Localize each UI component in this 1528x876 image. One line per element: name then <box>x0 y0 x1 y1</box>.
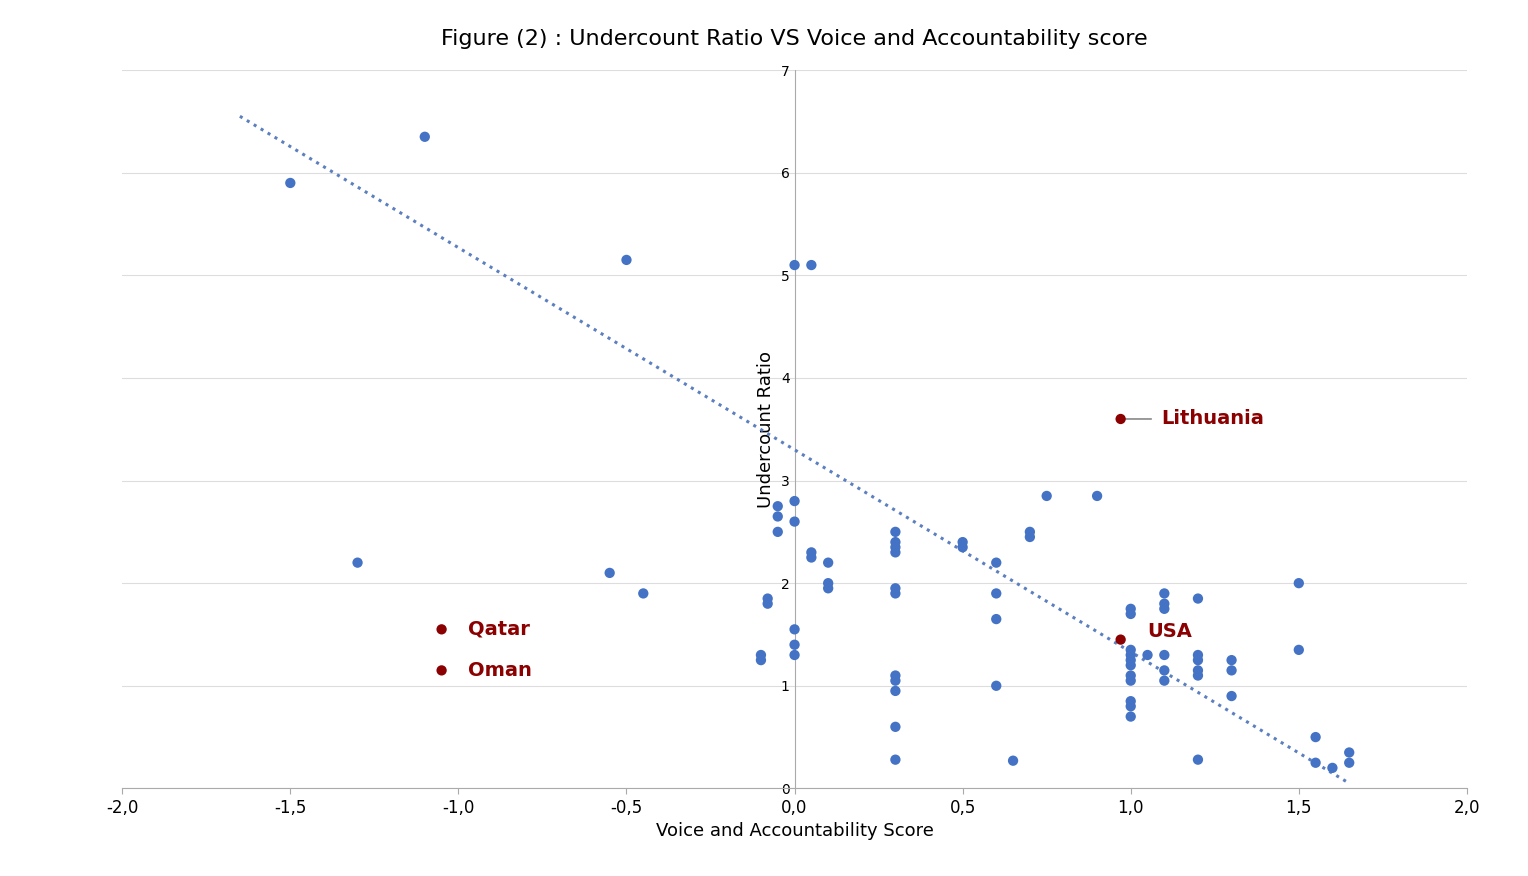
Point <box>755 591 779 605</box>
Point <box>883 752 908 766</box>
Point <box>429 663 454 677</box>
Point <box>1219 689 1244 703</box>
Point <box>1108 632 1132 646</box>
Point <box>1152 602 1177 616</box>
Point <box>1018 525 1042 539</box>
Point <box>1152 597 1177 611</box>
Point <box>782 638 807 652</box>
Y-axis label: Undercount Ratio: Undercount Ratio <box>758 350 775 508</box>
Text: USA: USA <box>1148 622 1192 641</box>
Point <box>345 555 370 569</box>
Point <box>631 586 656 600</box>
Point <box>984 555 1008 569</box>
Point <box>799 550 824 564</box>
Point <box>1118 602 1143 616</box>
Point <box>950 540 975 555</box>
Point <box>1320 761 1345 775</box>
Point <box>1186 663 1210 677</box>
Point <box>1118 607 1143 621</box>
Point <box>1219 663 1244 677</box>
Point <box>782 514 807 528</box>
Point <box>782 494 807 508</box>
Point <box>782 648 807 662</box>
Point <box>766 510 790 524</box>
Point <box>1118 710 1143 724</box>
Point <box>984 586 1008 600</box>
Point <box>1186 591 1210 605</box>
Point <box>1186 752 1210 766</box>
Point <box>1001 753 1025 767</box>
Point <box>1287 576 1311 590</box>
Point <box>883 586 908 600</box>
Point <box>1303 730 1328 744</box>
Point <box>1118 658 1143 672</box>
Point <box>883 535 908 549</box>
Point <box>1108 412 1132 426</box>
Point <box>1118 699 1143 713</box>
Point <box>1152 586 1177 600</box>
Point <box>883 674 908 688</box>
Point <box>614 253 639 267</box>
Point <box>1337 745 1361 759</box>
Point <box>799 258 824 272</box>
Point <box>816 555 840 569</box>
Point <box>1034 489 1059 503</box>
Point <box>1085 489 1109 503</box>
Point <box>429 622 454 636</box>
Point <box>984 679 1008 693</box>
Point <box>1287 643 1311 657</box>
Point <box>749 653 773 668</box>
Point <box>883 684 908 698</box>
Text: Lithuania: Lithuania <box>1120 409 1264 428</box>
Title: Figure (2) : Undercount Ratio VS Voice and Accountability score: Figure (2) : Undercount Ratio VS Voice a… <box>442 29 1148 49</box>
Point <box>1018 530 1042 544</box>
Point <box>799 546 824 560</box>
Point <box>950 535 975 549</box>
Point <box>1152 663 1177 677</box>
Point <box>984 612 1008 626</box>
Point <box>883 582 908 596</box>
Point <box>883 546 908 560</box>
Point <box>883 540 908 555</box>
Point <box>782 258 807 272</box>
Point <box>749 648 773 662</box>
Point <box>413 130 437 144</box>
Point <box>755 597 779 611</box>
Point <box>1118 674 1143 688</box>
Point <box>1337 756 1361 770</box>
Point <box>883 720 908 734</box>
Point <box>1186 668 1210 682</box>
Point <box>1118 648 1143 662</box>
Point <box>883 525 908 539</box>
Point <box>766 525 790 539</box>
Point <box>1152 674 1177 688</box>
Point <box>1219 653 1244 668</box>
Point <box>766 499 790 513</box>
Point <box>782 622 807 636</box>
Point <box>278 176 303 190</box>
Point <box>816 582 840 596</box>
Text: Oman: Oman <box>469 661 532 680</box>
Point <box>1303 756 1328 770</box>
Point <box>1118 668 1143 682</box>
Point <box>1118 694 1143 708</box>
Point <box>816 576 840 590</box>
Point <box>883 668 908 682</box>
Point <box>1152 648 1177 662</box>
Point <box>1118 653 1143 668</box>
X-axis label: Voice and Accountability Score: Voice and Accountability Score <box>656 823 934 840</box>
Point <box>1186 648 1210 662</box>
Point <box>597 566 622 580</box>
Point <box>1135 648 1160 662</box>
Text: Qatar: Qatar <box>469 620 530 639</box>
Point <box>1186 653 1210 668</box>
Point <box>1118 643 1143 657</box>
